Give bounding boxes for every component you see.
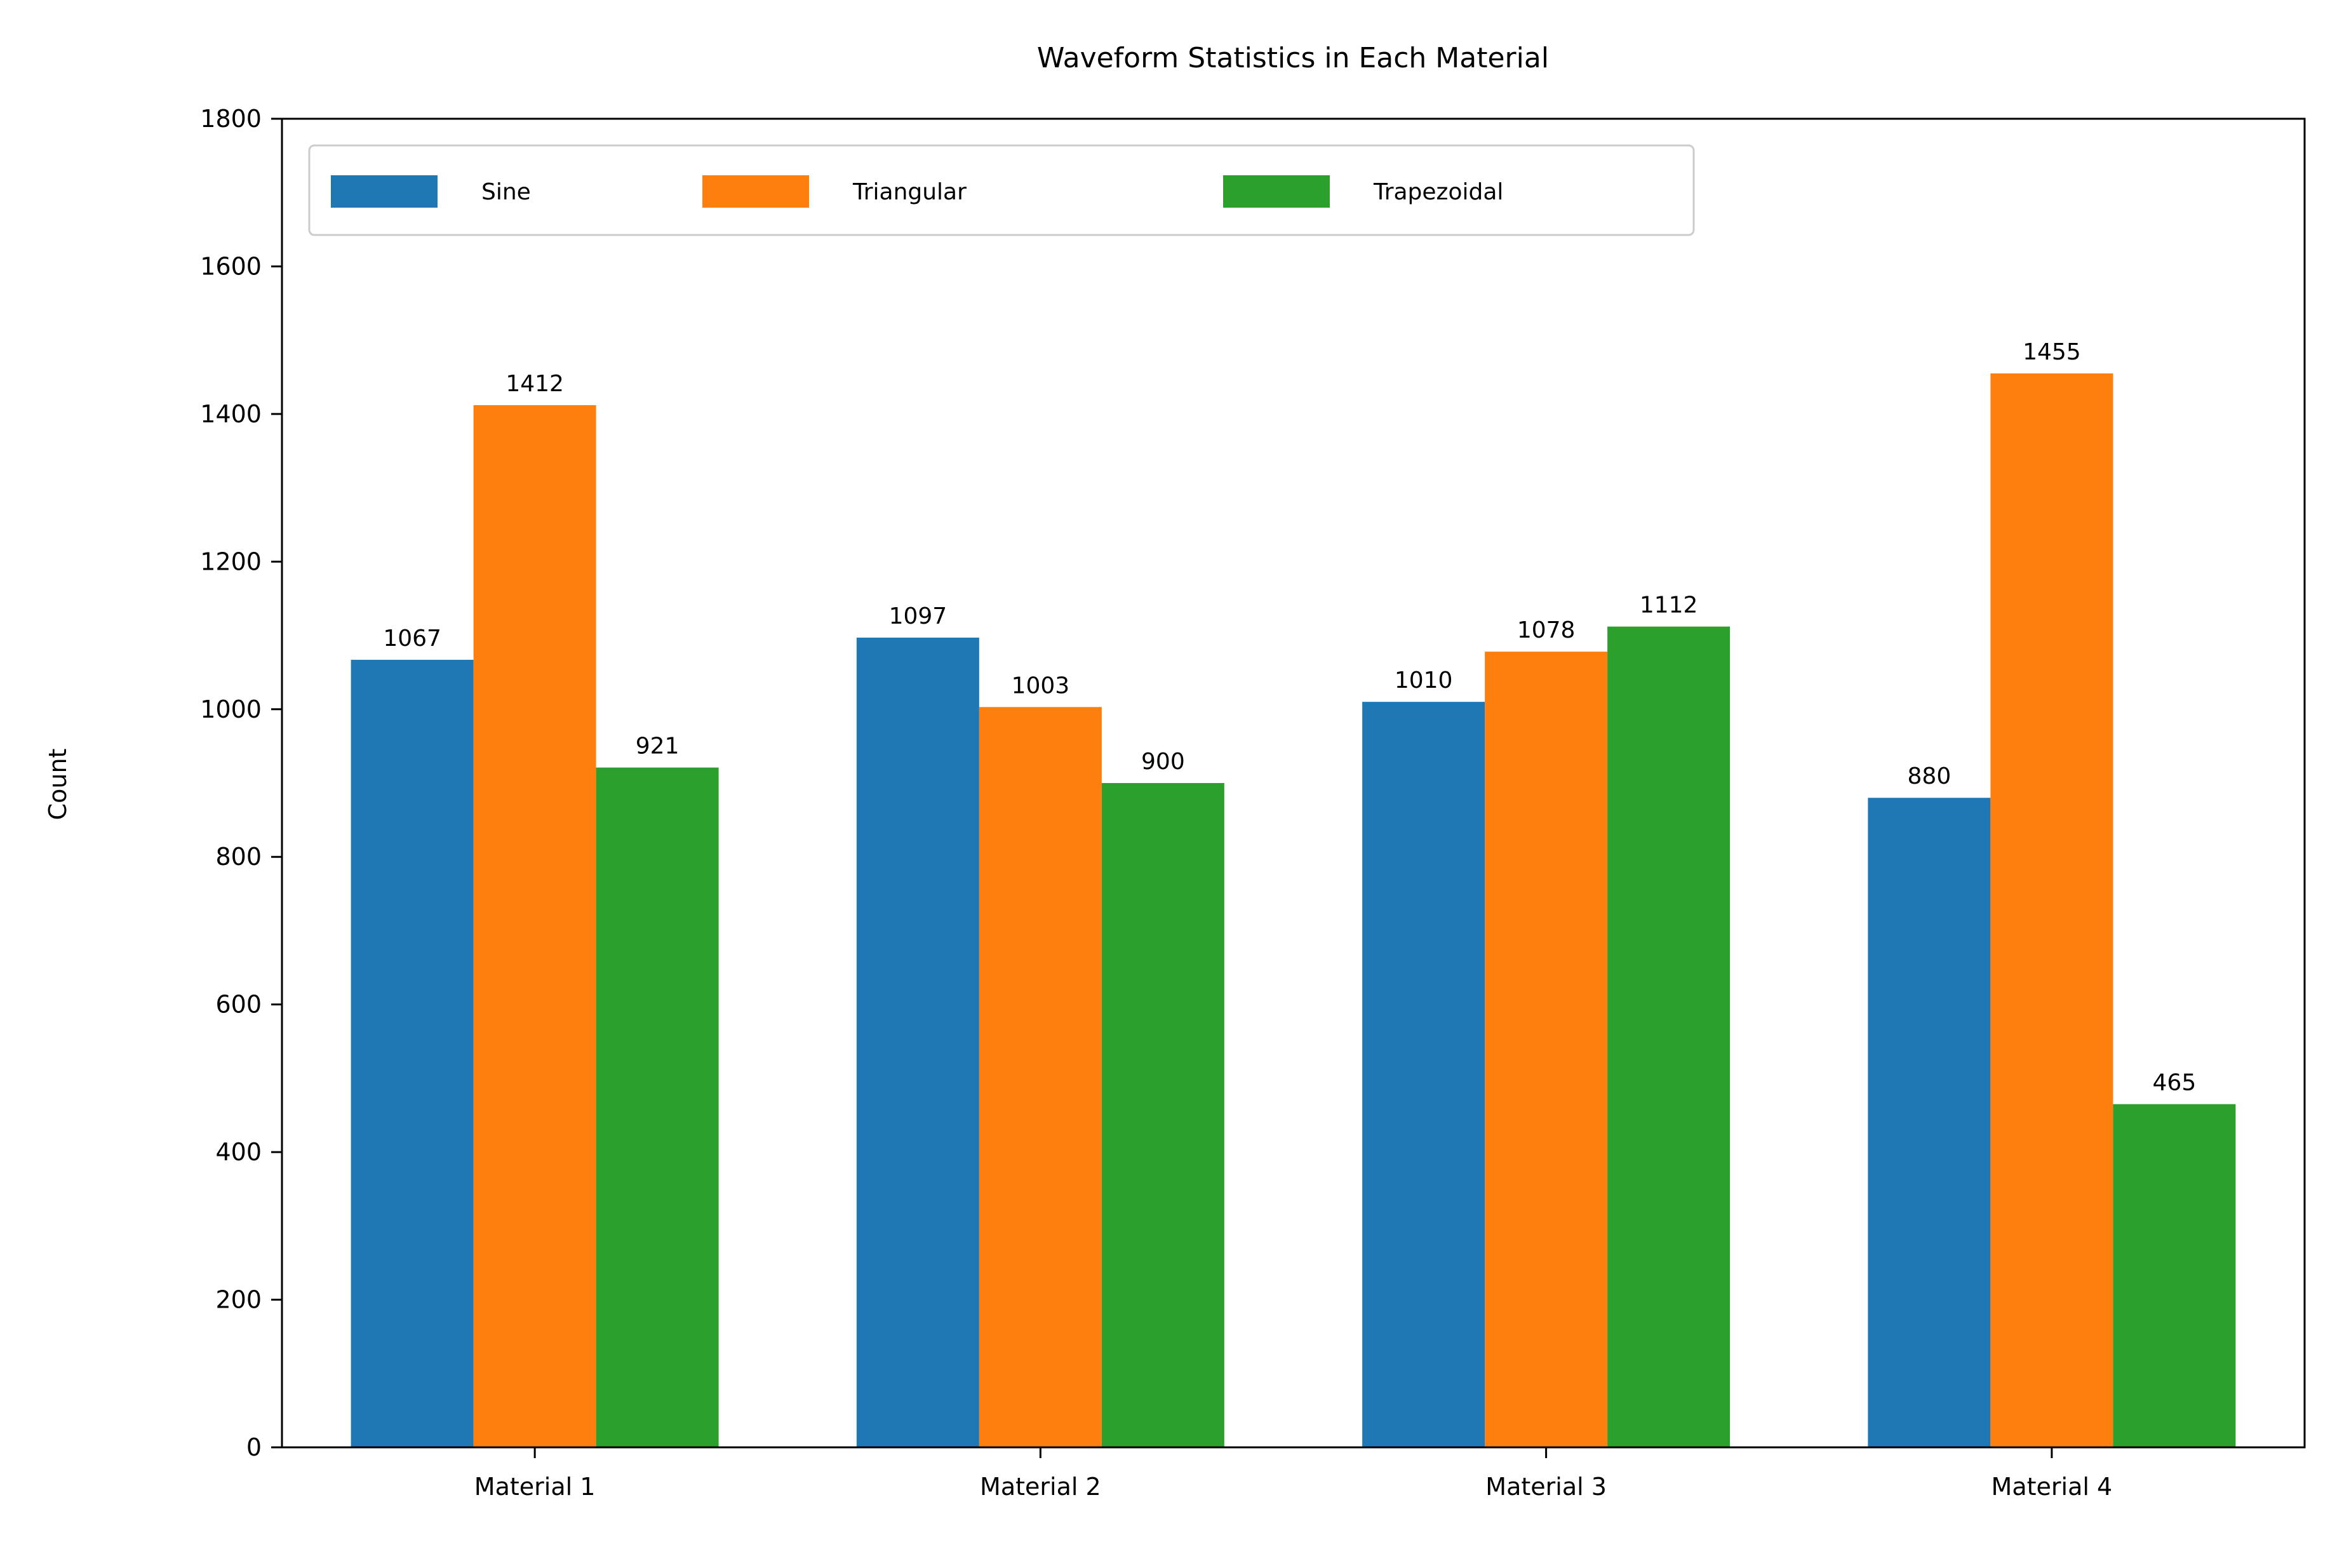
data-label-triangular-2: 1003 — [1012, 673, 1070, 699]
legend-swatch-trapezoidal — [1223, 175, 1330, 208]
bar-trapezoidal-1 — [596, 767, 719, 1447]
legend-swatch-triangular — [702, 175, 809, 208]
chart-title: Waveform Statistics in Each Material — [1037, 42, 1549, 74]
data-labels-layer: 1067 1412 921 1097 1003 900 1010 1078 1112 880 145… — [383, 339, 2196, 1096]
data-label-trapezoidal-2: 900 — [1141, 749, 1185, 775]
bar-triangular-3 — [1485, 652, 1608, 1447]
y-tick-label: 400 — [215, 1138, 262, 1166]
data-label-trapezoidal-3: 1112 — [1640, 593, 1698, 619]
x-tick-label: Material 2 — [980, 1473, 1101, 1501]
data-label-sine-3: 1010 — [1395, 667, 1453, 694]
y-tick-label: 1200 — [200, 547, 262, 575]
x-tick-label: Material 3 — [1485, 1473, 1607, 1501]
bar-trapezoidal-3 — [1607, 626, 1731, 1447]
legend-frame — [308, 144, 1695, 236]
x-axis: Material 1 Material 2 Material 3 Material 4 — [474, 1447, 2112, 1501]
y-axis-label: Count — [44, 749, 72, 821]
data-label-triangular-3: 1078 — [1517, 617, 1576, 643]
y-tick-label: 1000 — [200, 695, 262, 723]
bars-layer — [351, 373, 2236, 1448]
data-label-trapezoidal-4: 465 — [2153, 1070, 2197, 1096]
bar-triangular-4 — [1990, 373, 2113, 1447]
x-tick-label: Material 1 — [474, 1473, 596, 1501]
legend-label-trapezoidal: Trapezoidal — [1373, 179, 1503, 205]
y-tick-label: 1400 — [200, 400, 262, 428]
bar-sine-1 — [351, 659, 474, 1447]
legend-label-sine: Sine — [481, 179, 531, 205]
data-label-sine-4: 880 — [1908, 763, 1952, 789]
plot-frame — [281, 117, 2306, 1449]
data-label-triangular-4: 1455 — [2023, 339, 2081, 365]
bar-triangular-2 — [979, 707, 1102, 1447]
legend: Sine Triangular Trapezoidal — [308, 144, 1695, 236]
y-tick-label: 200 — [215, 1286, 262, 1314]
bar-triangular-1 — [473, 405, 596, 1448]
bar-sine-4 — [1868, 798, 1991, 1447]
bar-trapezoidal-2 — [1101, 783, 1224, 1447]
data-label-triangular-1: 1412 — [506, 371, 564, 397]
bar-sine-2 — [856, 638, 979, 1447]
y-tick-label: 0 — [246, 1433, 262, 1461]
y-tick-label: 1800 — [200, 105, 262, 133]
y-tick-label: 800 — [215, 843, 262, 871]
y-axis: 0 200 400 600 800 1000 1200 1400 1600 1800 — [200, 105, 282, 1461]
legend-swatch-sine — [331, 175, 438, 208]
x-tick-label: Material 4 — [1992, 1473, 2113, 1501]
data-label-trapezoidal-1: 921 — [636, 734, 680, 760]
data-label-sine-2: 1097 — [889, 603, 947, 629]
bar-trapezoidal-4 — [2113, 1104, 2236, 1447]
y-tick-label: 600 — [215, 991, 262, 1019]
data-label-sine-1: 1067 — [383, 626, 441, 652]
legend-label-triangular: Triangular — [852, 179, 967, 205]
bar-sine-3 — [1362, 702, 1485, 1447]
y-tick-label: 1600 — [200, 252, 262, 280]
